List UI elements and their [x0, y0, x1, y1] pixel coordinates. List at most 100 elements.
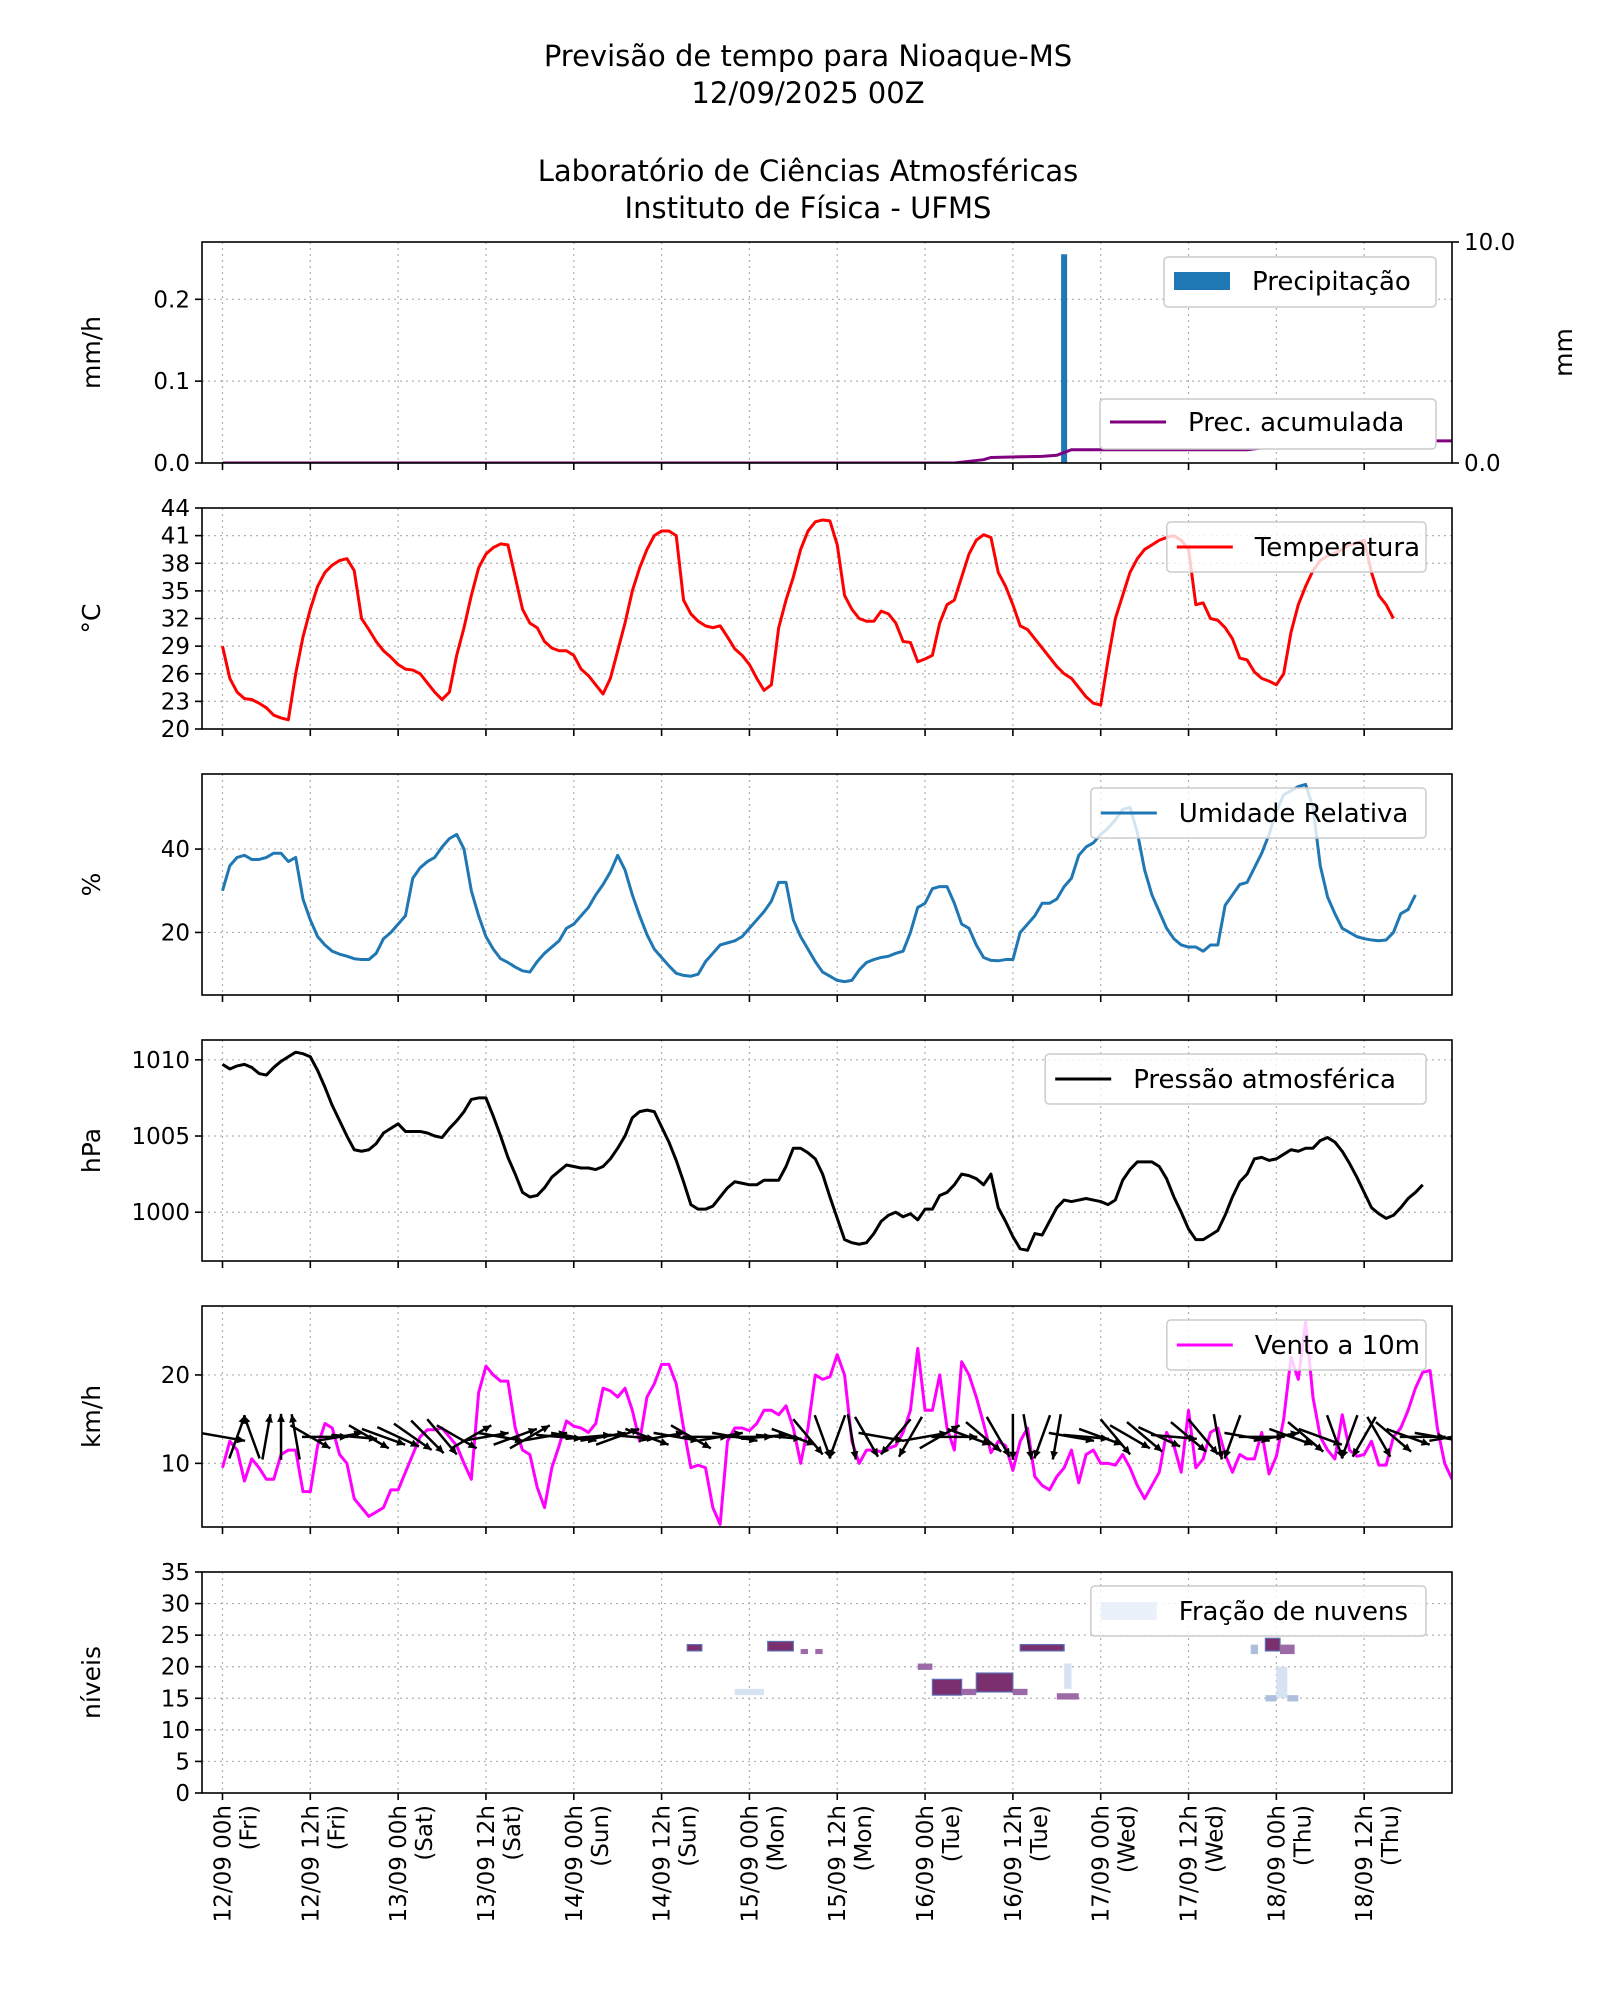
cloud-cell [1250, 1644, 1259, 1655]
y-tick-label: 26 [161, 662, 190, 688]
cloud-cell [917, 1663, 933, 1670]
wind-arrow-head [1223, 1449, 1232, 1459]
wind-arrow-head [236, 1435, 246, 1444]
wind-arrow-head [1314, 1443, 1324, 1452]
x-tick-label-date: 17/09 00h [1089, 1805, 1115, 1922]
y-tick-label: 10 [161, 1451, 190, 1477]
y-tick-label: 20 [161, 1363, 190, 1389]
y-tick-label: 10 [161, 1718, 190, 1744]
wind-arrow-head [540, 1425, 550, 1433]
plot-area [221, 782, 1417, 984]
y-tick-label: 0.0 [153, 451, 190, 477]
cloud-cell [1019, 1644, 1065, 1652]
x-tick-label-date: 18/09 00h [1264, 1805, 1290, 1922]
series-line [221, 518, 1395, 722]
wind-arrow-head [1402, 1443, 1412, 1452]
cloud-cell [1265, 1695, 1277, 1702]
panel-1: 0.0 0.1 0.2 mm/h 0.0 10.0 mm Precipitação Prec. … [77, 230, 1578, 477]
series-line [221, 1050, 1424, 1252]
wind-arrow-head [992, 1443, 1002, 1452]
panel-5: 10 20 km/h Vento a 10m [77, 1305, 1475, 1534]
x-tick-label-date: 18/09 12h [1352, 1805, 1378, 1922]
y-tick-label: 20 [161, 1655, 190, 1681]
cloud-cell [800, 1649, 808, 1655]
legend-box [1044, 1053, 1427, 1105]
wind-arrow-head [659, 1438, 669, 1446]
precip-bar [1061, 254, 1068, 463]
wind-arrow-head [701, 1440, 711, 1449]
wind-arrow-head [467, 1440, 477, 1449]
x-tick-label-date: 14/09 00h [562, 1805, 588, 1922]
x-tick-label-day: (Tue) [939, 1805, 965, 1862]
wind-arrow-head [396, 1438, 406, 1446]
wind-arrow-head [435, 1444, 444, 1454]
legend-label: Pressão atmosférica [1133, 1065, 1396, 1095]
y-axis-label: km/h [77, 1385, 106, 1448]
y-axis-label: mm/h [77, 316, 106, 389]
x-tick-label-day: (Fri) [324, 1805, 350, 1850]
wind-arrow-head [422, 1442, 432, 1451]
y-tick-label: 38 [161, 551, 190, 577]
x-axis: 12/09 00h (Fri) 12/09 12h (Fri) 13/09 00h (Sa… [210, 1805, 1404, 1922]
y-tick-label: 5 [175, 1749, 190, 1775]
plot-area [221, 1050, 1424, 1252]
cloud-cell [975, 1672, 1014, 1693]
panel-4: 1000 1005 1010 hPa Pressão atmosférica [77, 1039, 1453, 1268]
wind-arrow-head [1153, 1443, 1163, 1452]
y-tick-label: 0.1 [153, 369, 190, 395]
x-tick-label-date: 12/09 00h [210, 1805, 236, 1922]
wind-arrow-head [1121, 1445, 1131, 1455]
x-tick-label-day: (Sun) [676, 1805, 702, 1867]
wind-arrow-head [881, 1445, 890, 1455]
y-axis-label: °C [77, 604, 106, 634]
legend-box [1090, 1585, 1427, 1637]
wind-arrow-head [265, 1414, 273, 1423]
y2-axis-label: mm [1549, 328, 1578, 377]
x-tick-label-date: 16/09 12h [1001, 1805, 1027, 1922]
wind-arrow-head [289, 1414, 297, 1423]
y-tick-label: 1005 [131, 1124, 190, 1150]
cloud-cell [734, 1688, 765, 1696]
cloud-cell [815, 1649, 823, 1655]
wind-arrow-head [1033, 1449, 1041, 1459]
title-line-1: Previsão de tempo para Nioaque-MS [544, 39, 1072, 73]
panel-6: 0 5 10 15 20 25 30 35 níveis Fração de nuvens [77, 1560, 1453, 1807]
y-tick-label: 1000 [131, 1200, 190, 1226]
x-tick-label-day: (Sun) [588, 1805, 614, 1867]
wind-arrow-head [1002, 1447, 1010, 1457]
wind-arrow-head [898, 1447, 907, 1457]
y-tick-label: 20 [161, 717, 190, 743]
y-tick-label: 15 [161, 1686, 190, 1712]
y-tick-label: 44 [161, 496, 190, 522]
wind-arrow-head [814, 1445, 823, 1455]
wind-arrow [1429, 1435, 1452, 1443]
wind-arrow-head [981, 1438, 991, 1446]
x-tick-label-date: 17/09 12h [1177, 1805, 1203, 1922]
legend-label: Umidade Relativa [1179, 799, 1409, 829]
x-tick-label-day: (Thu) [1378, 1805, 1404, 1866]
cloud-cell [686, 1644, 703, 1652]
panel-frame [201, 507, 1453, 730]
title-line-2: 12/09/2025 00Z [691, 76, 924, 110]
legend-label: Prec. acumulada [1188, 408, 1404, 438]
panel-3: 20 40% Umidade Relativa [77, 773, 1453, 1002]
panel-frame [201, 1571, 1453, 1794]
wind-arrow-head [242, 1415, 251, 1425]
x-tick-label-day: (Mon) [763, 1805, 789, 1871]
cloud-cell [1012, 1688, 1028, 1696]
wind-arrow-head [1466, 1430, 1475, 1438]
y-tick-label: 41 [161, 524, 190, 550]
wind-arrow-head [448, 1445, 457, 1455]
wind-arrow-head [895, 1435, 904, 1444]
wind-arrow-head [1420, 1438, 1430, 1446]
wind-arrow-head [1026, 1450, 1034, 1460]
wind-arrow-head [1050, 1450, 1059, 1460]
plot-area [202, 1320, 1475, 1526]
x-tick-label-day: (Sat) [412, 1805, 438, 1861]
x-tick-label-date: 16/09 00h [913, 1805, 939, 1922]
x-tick-label-date: 13/09 00h [386, 1805, 412, 1922]
x-tick-label-date: 13/09 12h [474, 1805, 500, 1922]
x-tick-label-day: (Fri) [236, 1805, 262, 1850]
